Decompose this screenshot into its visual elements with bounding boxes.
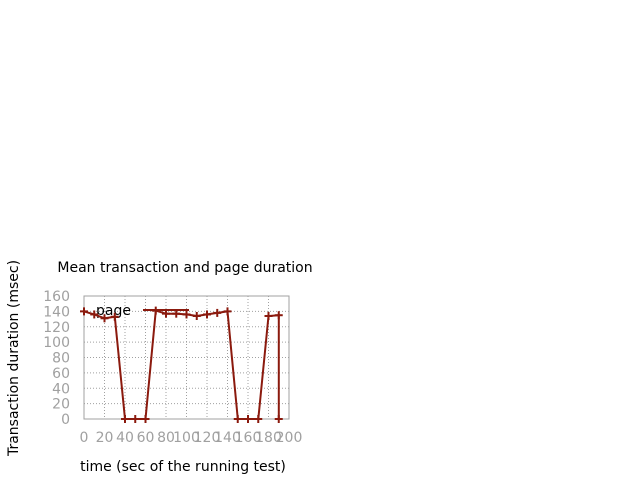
x-tick-label: 180 bbox=[255, 430, 282, 446]
data-point bbox=[274, 311, 283, 320]
data-point bbox=[121, 415, 129, 423]
y-tick-label: 160 bbox=[43, 289, 70, 305]
data-point bbox=[244, 415, 252, 423]
series-page bbox=[80, 306, 283, 423]
data-point bbox=[264, 311, 273, 320]
x-tick-label: 120 bbox=[194, 430, 221, 446]
y-tick-label: 120 bbox=[43, 320, 70, 336]
data-point bbox=[192, 311, 201, 320]
data-point bbox=[90, 310, 99, 319]
data-point bbox=[223, 307, 232, 316]
data-point bbox=[151, 306, 160, 315]
data-point bbox=[141, 415, 150, 423]
x-tick-label: 0 bbox=[80, 430, 89, 446]
x-tick-label: 100 bbox=[173, 430, 200, 446]
x-axis-label: time (sec of the running test) bbox=[80, 459, 286, 475]
y-tick-label: 20 bbox=[52, 397, 70, 413]
data-point bbox=[203, 310, 211, 319]
x-tick-label: 160 bbox=[235, 430, 262, 446]
data-point bbox=[131, 415, 140, 423]
data-point bbox=[80, 307, 88, 316]
chart-title: Mean transaction and page duration bbox=[57, 260, 312, 276]
y-tick-label: 140 bbox=[43, 304, 70, 320]
data-point bbox=[110, 312, 119, 321]
x-tick-label: 140 bbox=[214, 430, 241, 446]
data-point bbox=[274, 415, 283, 423]
x-tick-label: 60 bbox=[137, 430, 155, 446]
y-tick-label: 0 bbox=[61, 412, 70, 428]
x-tick-label: 20 bbox=[96, 430, 114, 446]
y-axis-label: Transaction duration (msec) bbox=[6, 260, 22, 457]
data-point bbox=[182, 310, 191, 319]
data-point bbox=[233, 415, 242, 423]
x-tick-label: 80 bbox=[157, 430, 175, 446]
data-point bbox=[172, 309, 181, 318]
data-point bbox=[162, 309, 170, 318]
data-point bbox=[254, 415, 263, 423]
plot-frame bbox=[83, 295, 290, 420]
data-point bbox=[100, 314, 109, 323]
x-tick-label: 200 bbox=[276, 430, 303, 446]
y-tick-label: 100 bbox=[43, 335, 70, 351]
data-point bbox=[213, 308, 222, 317]
y-tick-label: 40 bbox=[52, 381, 70, 397]
y-tick-label: 60 bbox=[52, 366, 70, 382]
y-tick-label: 80 bbox=[52, 351, 70, 367]
x-tick-label: 40 bbox=[116, 430, 134, 446]
